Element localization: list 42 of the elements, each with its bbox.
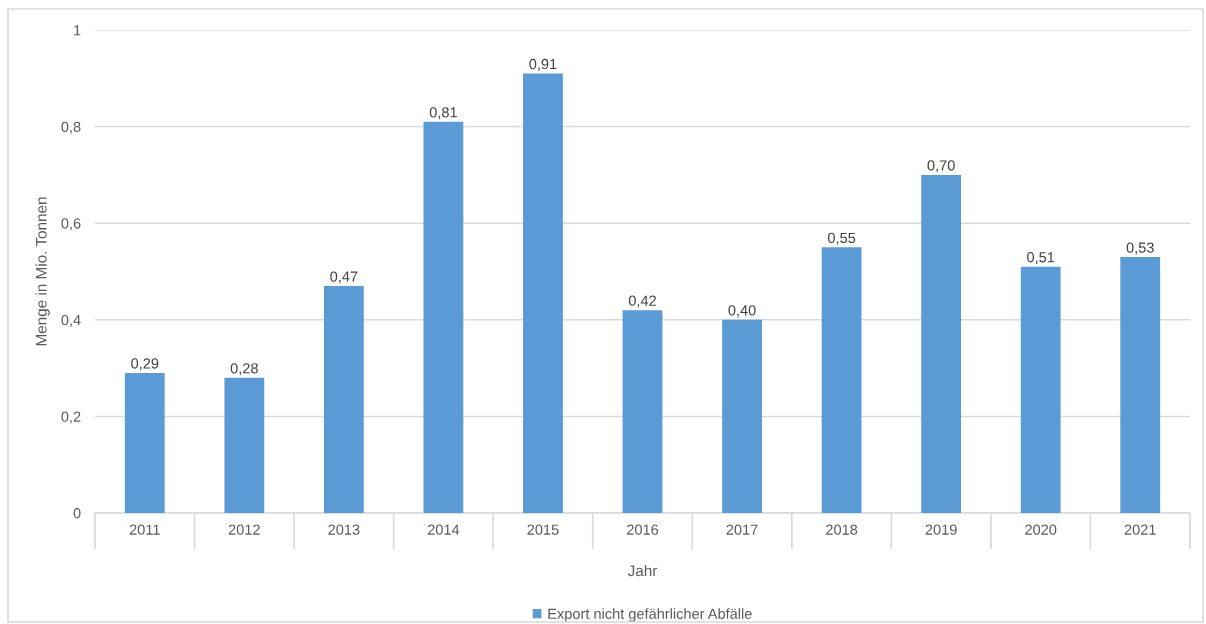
data-label: 0,47 (330, 271, 358, 284)
bar (821, 247, 862, 513)
bar (423, 121, 464, 513)
x-tick-label: 2018 (826, 524, 858, 535)
data-label: 0,55 (827, 232, 856, 245)
bar (921, 174, 962, 513)
data-label: 0,51 (1027, 252, 1055, 265)
x-tick-label: 2012 (228, 524, 260, 535)
y-tick-label: 0,6 (61, 218, 81, 231)
bar (1120, 257, 1161, 513)
bar (722, 319, 762, 513)
x-tick-label: 2014 (427, 524, 460, 535)
x-tick-label: 2016 (627, 524, 659, 535)
bar (124, 372, 165, 513)
data-label: 0,42 (628, 295, 656, 308)
x-tick-label: 2020 (1025, 524, 1057, 535)
legend-label: Export nicht gefährlicher Abfälle (548, 608, 752, 622)
x-tick-label: 2017 (726, 524, 758, 535)
x-tick-label: 2021 (1124, 524, 1156, 535)
y-tick-label: 0,8 (61, 121, 81, 134)
data-label: 0,81 (429, 107, 457, 120)
data-label: 0,53 (1126, 242, 1154, 255)
x-tick-label: 2013 (328, 524, 360, 535)
x-tick-label: 2011 (129, 524, 160, 535)
bar (1020, 266, 1061, 513)
x-tick-label: 2019 (925, 524, 957, 535)
y-tick-label: 0,4 (61, 314, 81, 327)
bar (323, 285, 364, 513)
y-tick-label: 1 (74, 25, 81, 36)
data-label: 0,40 (728, 305, 756, 318)
x-tick-label: 2015 (527, 524, 559, 535)
data-label: 0,70 (927, 160, 955, 173)
data-label: 0,91 (529, 58, 557, 71)
y-tick-label: 0,2 (61, 411, 81, 424)
y-tick-label: 0 (73, 508, 81, 519)
x-axis-title: Jahr (627, 564, 658, 577)
bar (224, 377, 265, 513)
data-label: 0,28 (230, 363, 258, 376)
bar (622, 310, 663, 513)
bar (523, 73, 563, 513)
data-label: 0,29 (131, 358, 159, 371)
y-axis-title: Menge in Mio. Tonnen (35, 197, 50, 346)
